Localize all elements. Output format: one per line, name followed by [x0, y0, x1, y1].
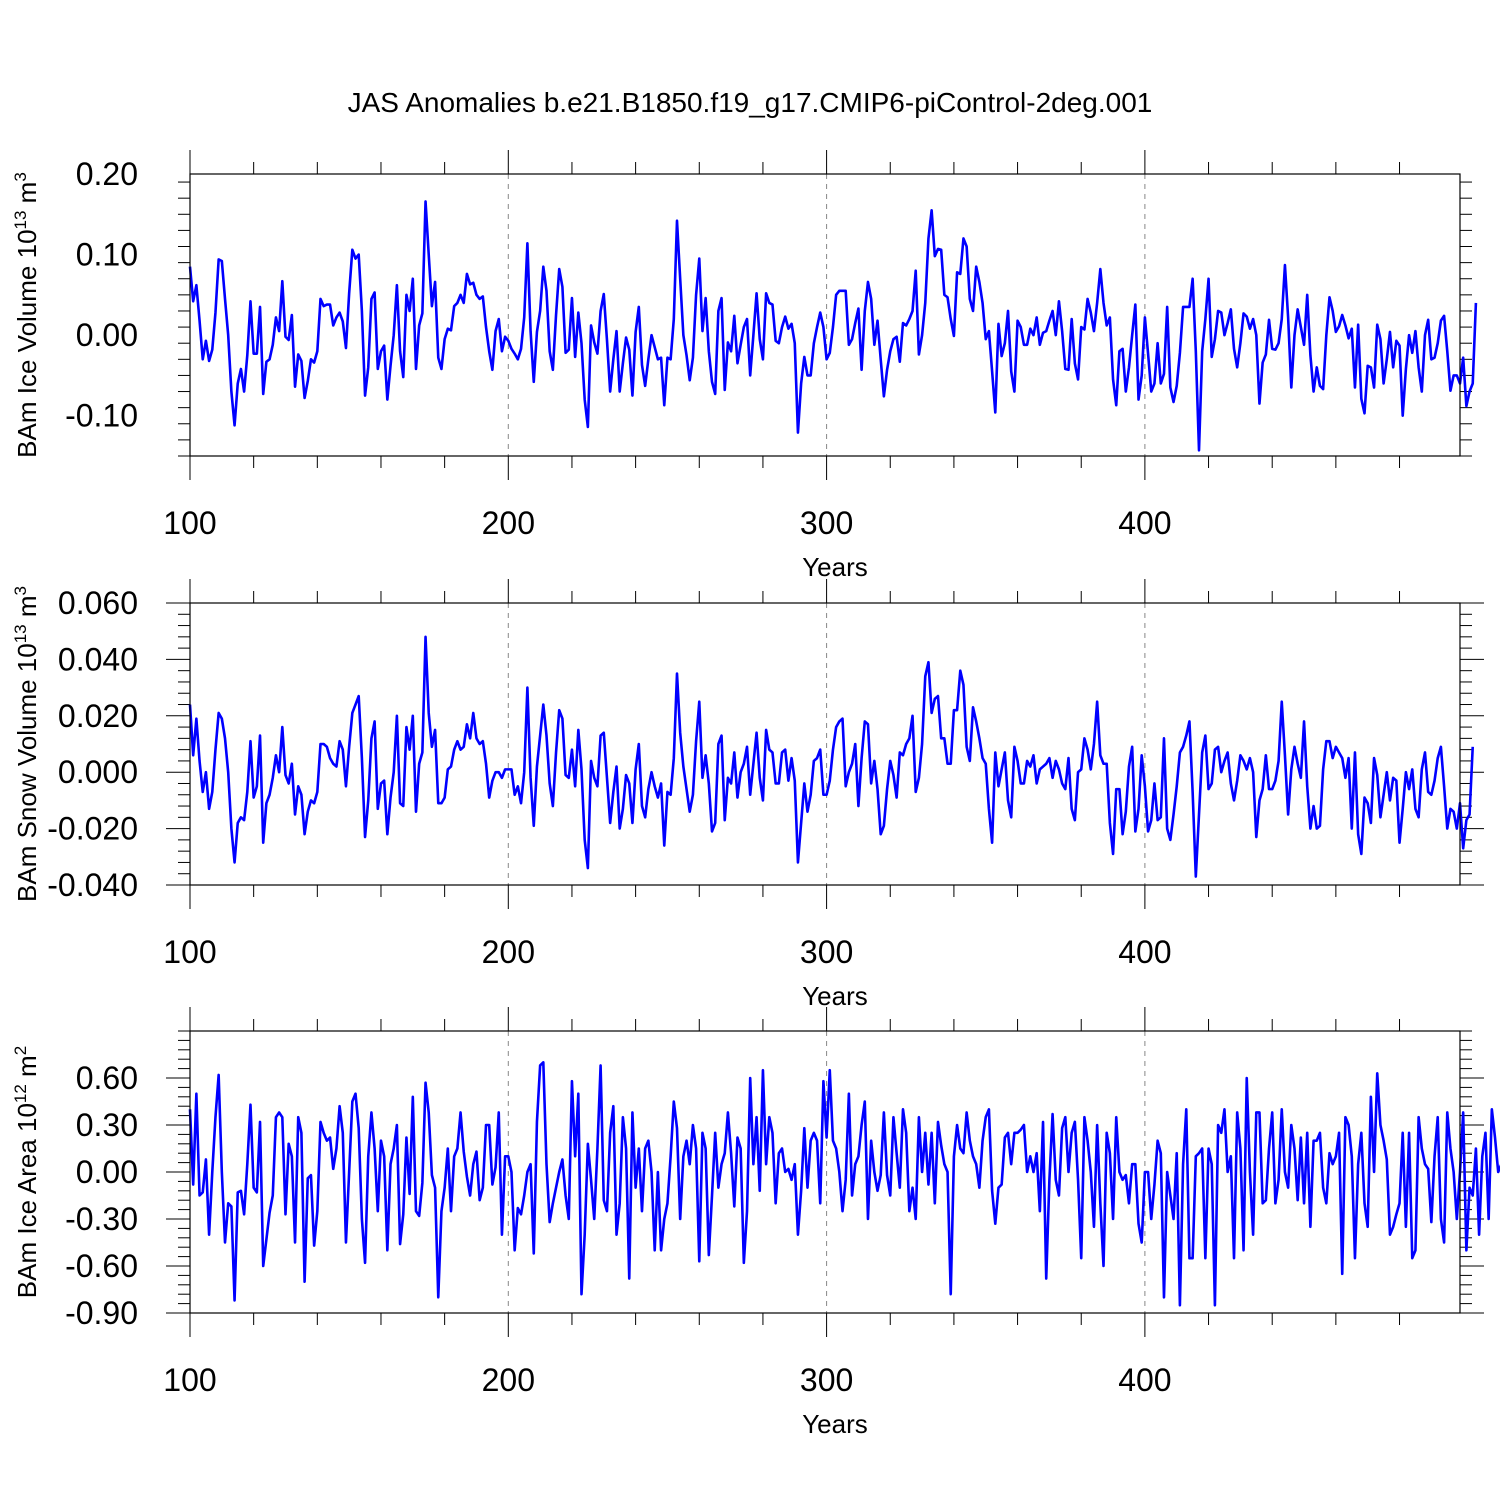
y-tick-label: -0.30 — [65, 1201, 138, 1237]
x-tick-label: 300 — [800, 505, 853, 541]
series-line — [188, 1061, 1500, 1307]
y-tick-label: 0.10 — [76, 237, 138, 273]
ice-volume-panel: 100 200 300 400 Years 0.20 0.10 0.00 -0.10 BAm Ic… — [11, 150, 1478, 582]
x-tick-label: 200 — [482, 1362, 535, 1398]
y-tick-label: 0.000 — [58, 754, 138, 790]
y-tick-label: -0.10 — [65, 398, 138, 434]
x-tick-label: 300 — [800, 1362, 853, 1398]
plot-frame — [189, 1030, 1461, 1314]
x-tick-label: 100 — [163, 934, 216, 970]
x-tick-label: 100 — [163, 505, 216, 541]
x-tick-label: 300 — [800, 934, 853, 970]
y-tick-label: 0.040 — [58, 641, 138, 677]
x-axis-label: Years — [802, 1409, 868, 1439]
y-tick-label: 0.00 — [76, 317, 138, 353]
x-tick-label: 100 — [163, 1362, 216, 1398]
snow-volume-panel: 100 200 300 400 Years 0.060 0.040 0.020 0.000 -0.… — [11, 579, 1484, 1011]
y-axis-label: BAm Ice Volume 1013 m3 — [11, 172, 42, 458]
y-tick-label: -0.040 — [47, 867, 138, 903]
plot-frame — [189, 602, 1461, 886]
y-axis-label: BAm Ice Area 1012 m2 — [11, 1046, 42, 1298]
series-line — [188, 200, 1478, 452]
y-tick-label: 0.020 — [58, 698, 138, 734]
y-tick-label: 0.060 — [58, 585, 138, 621]
x-tick-label: 200 — [482, 934, 535, 970]
x-tick-label: 400 — [1118, 1362, 1171, 1398]
plot-frame — [189, 173, 1461, 457]
series-line — [188, 635, 1475, 878]
y-tick-label: 0.30 — [76, 1107, 138, 1143]
x-axis-label: Years — [802, 552, 868, 582]
x-tick-label: 400 — [1118, 934, 1171, 970]
y-axis-label: BAm Snow Volume 1013 m3 — [11, 586, 42, 902]
y-tick-label: 0.60 — [76, 1060, 138, 1096]
y-tick-label: -0.90 — [65, 1295, 138, 1331]
x-tick-label: 400 — [1118, 505, 1171, 541]
y-tick-label: -0.60 — [65, 1248, 138, 1284]
y-tick-label: -0.020 — [47, 811, 138, 847]
chart-title: JAS Anomalies b.e21.B1850.f19_g17.CMIP6-… — [348, 87, 1153, 118]
ice-area-panel: 100 200 300 400 Years 0.60 0.30 0.00 -0.30 -0.60 -… — [11, 1007, 1500, 1439]
y-tick-label: 0.00 — [76, 1154, 138, 1190]
x-tick-label: 200 — [482, 505, 535, 541]
y-tick-label: 0.20 — [76, 156, 138, 192]
panels: 100 200 300 400 Years 0.20 0.10 0.00 -0.10 BAm Ic… — [11, 150, 1500, 1439]
x-axis-label: Years — [802, 981, 868, 1011]
